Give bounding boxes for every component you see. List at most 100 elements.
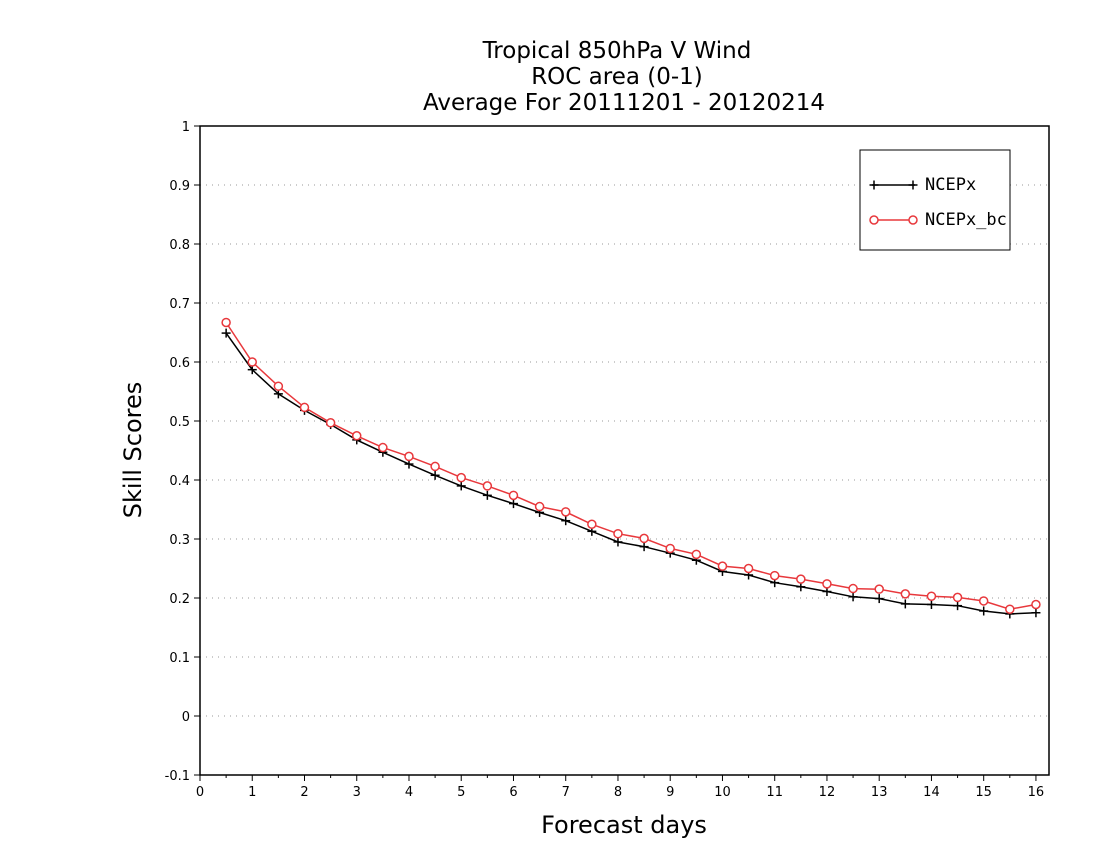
plot-frame bbox=[199, 125, 1050, 776]
data-point bbox=[691, 549, 702, 560]
data-point bbox=[1031, 599, 1041, 610]
data-point bbox=[587, 519, 597, 529]
data-point bbox=[743, 563, 754, 574]
data-point bbox=[717, 561, 728, 571]
legend-sample-ncepx-bc bbox=[869, 215, 918, 225]
legend-marker bbox=[908, 215, 918, 225]
x-tick-label: 5 bbox=[457, 785, 465, 800]
data-point bbox=[325, 418, 336, 428]
legend-box bbox=[859, 149, 1011, 251]
data-point bbox=[534, 501, 545, 512]
x-tick-label: 0 bbox=[196, 785, 204, 800]
data-point bbox=[430, 470, 440, 480]
legend-sample-ncepx bbox=[869, 180, 918, 190]
legend-label-ncepx: NCEPx bbox=[925, 175, 976, 195]
data-point bbox=[900, 599, 910, 609]
legend: NCEPx NCEPx_bc bbox=[859, 149, 1011, 251]
data-point bbox=[874, 594, 884, 604]
x-tick-label: 1 bbox=[248, 785, 256, 800]
data-point bbox=[221, 328, 231, 338]
x-tick-label: 15 bbox=[975, 785, 992, 800]
data-point bbox=[508, 499, 518, 509]
x-tick-label: 3 bbox=[353, 785, 361, 800]
data-point bbox=[273, 381, 284, 391]
data-point bbox=[482, 481, 493, 491]
legend-entries bbox=[869, 180, 918, 225]
data-point bbox=[639, 533, 649, 544]
y-tick-label: 0.5 bbox=[169, 415, 190, 430]
x-tick-label: 10 bbox=[714, 785, 731, 800]
data-point bbox=[848, 583, 858, 594]
y-tick-label: 0.4 bbox=[169, 474, 190, 489]
series-line-ncepx bbox=[225, 332, 1036, 615]
data-point bbox=[456, 481, 466, 491]
x-tick-label: 6 bbox=[509, 785, 517, 800]
x-tick-label: 14 bbox=[923, 785, 940, 800]
data-point bbox=[404, 451, 414, 462]
data-point bbox=[299, 402, 310, 413]
data-point bbox=[247, 357, 257, 367]
data-point bbox=[430, 461, 440, 472]
x-tick-label: 4 bbox=[405, 785, 413, 800]
x-tick-label: 9 bbox=[666, 785, 674, 800]
data-point bbox=[639, 542, 649, 552]
data-point bbox=[221, 317, 231, 328]
y-tick-label: 0.2 bbox=[169, 592, 190, 607]
data-point bbox=[508, 490, 519, 501]
data-point bbox=[953, 601, 963, 611]
legend-marker bbox=[908, 180, 918, 190]
data-point bbox=[926, 599, 936, 609]
axis-ticks: -0.100.10.20.30.40.50.60.70.80.910 1 2 3 4 5 6… bbox=[165, 120, 1045, 800]
x-tick-label: 16 bbox=[1028, 785, 1045, 800]
y-tick-label: 0.1 bbox=[169, 651, 190, 666]
series-ncepx bbox=[221, 328, 1041, 619]
legend-marker bbox=[869, 215, 879, 225]
data-point bbox=[769, 570, 780, 581]
series-line-ncepx-bc bbox=[225, 322, 1037, 610]
data-point bbox=[613, 528, 623, 539]
y-tick-label: 0.9 bbox=[169, 179, 190, 194]
y-tick-label: 1 bbox=[182, 120, 190, 135]
data-point bbox=[796, 574, 806, 584]
y-axis-title: Skill Scores bbox=[119, 382, 147, 519]
x-tick-label: 8 bbox=[614, 785, 622, 800]
data-point bbox=[482, 490, 492, 500]
data-point bbox=[952, 592, 963, 603]
data-point bbox=[979, 606, 989, 616]
data-point bbox=[378, 442, 388, 453]
chart-title: Tropical 850hPa V Wind ROC area (0-1) Av… bbox=[423, 38, 825, 116]
data-point bbox=[456, 472, 466, 483]
series-ncepx-bc bbox=[221, 317, 1041, 614]
title-line-1: Tropical 850hPa V Wind bbox=[482, 38, 752, 64]
data-point bbox=[900, 589, 911, 599]
y-tick-label: 0.8 bbox=[169, 238, 190, 253]
data-point bbox=[665, 543, 675, 554]
gridlines bbox=[200, 184, 1049, 717]
y-tick-label: 0.6 bbox=[169, 356, 190, 371]
x-tick-label: 12 bbox=[819, 785, 836, 800]
y-tick-label: 0 bbox=[182, 710, 190, 725]
data-point bbox=[1005, 604, 1015, 614]
data-point bbox=[978, 596, 989, 606]
data-point bbox=[926, 591, 937, 601]
data-point bbox=[1031, 608, 1041, 618]
x-tick-label: 2 bbox=[300, 785, 308, 800]
y-tick-label: -0.1 bbox=[165, 769, 190, 784]
data-point bbox=[848, 592, 858, 602]
title-line-3: Average For 20111201 - 20120214 bbox=[423, 90, 825, 116]
x-tick-label: 13 bbox=[871, 785, 888, 800]
y-tick-label: 0.7 bbox=[169, 297, 190, 312]
data-point bbox=[874, 584, 884, 594]
legend-label-ncepx-bc: NCEPx_bc bbox=[925, 210, 1007, 230]
legend-marker bbox=[869, 180, 879, 190]
x-tick-label: 7 bbox=[562, 785, 570, 800]
x-axis-title: Forecast days bbox=[541, 811, 707, 839]
data-point bbox=[822, 579, 832, 589]
title-line-2: ROC area (0-1) bbox=[531, 64, 703, 90]
y-tick-label: 0.3 bbox=[169, 533, 190, 548]
x-tick-label: 11 bbox=[766, 785, 783, 800]
data-point bbox=[351, 431, 362, 441]
data-point bbox=[561, 516, 571, 526]
data-point bbox=[560, 507, 571, 517]
